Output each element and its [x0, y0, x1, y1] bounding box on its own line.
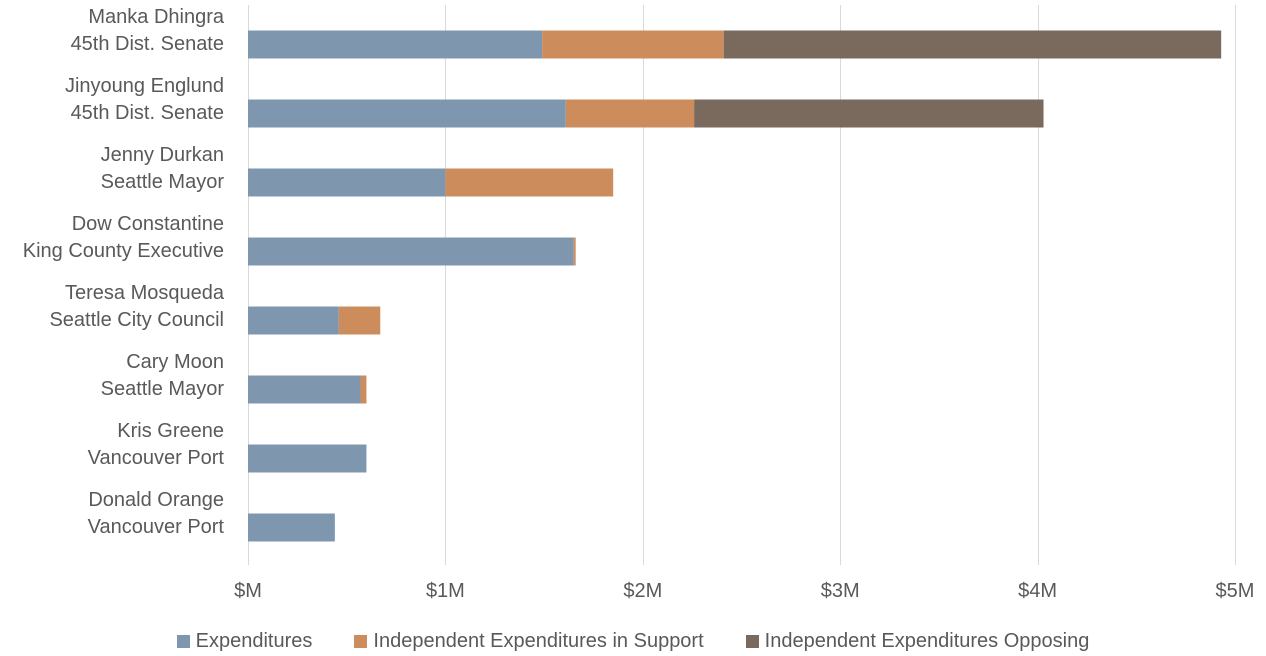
legend-swatch — [354, 634, 368, 648]
legend-label: Independent Expenditures Opposing — [764, 629, 1090, 652]
category-label: Cary Moon Seattle Mayor — [0, 349, 224, 403]
candidate-name: Jenny Durkan — [100, 144, 224, 166]
x-tick-label: $5M — [1216, 580, 1255, 602]
legend-label: Expenditures — [195, 629, 313, 652]
legend-item: Independent Expenditures in Support — [354, 629, 704, 653]
bar-segment-2 — [723, 30, 1222, 59]
candidate-office: Seattle Mayor — [100, 378, 224, 400]
candidate-name: Manka Dhingra — [88, 6, 224, 28]
bar-segment-0 — [248, 237, 574, 266]
bar-segment-1 — [360, 375, 367, 404]
bar-segment-0 — [248, 444, 367, 473]
bar-segment-0 — [248, 306, 339, 335]
legend-item: Independent Expenditures Opposing — [745, 629, 1090, 653]
candidate-office: Seattle Mayor — [100, 171, 224, 193]
category-label: Donald Orange Vancouver Port — [0, 487, 224, 541]
category-label: Dow Constantine King County Executive — [0, 211, 224, 265]
bar-segment-0 — [248, 99, 566, 128]
category-label: Kris Greene Vancouver Port — [0, 418, 224, 472]
candidate-office: Vancouver Port — [87, 516, 224, 538]
bars — [248, 30, 1222, 542]
bar-segment-1 — [565, 99, 695, 128]
bar-segment-0 — [248, 30, 543, 59]
category-label: Jenny Durkan Seattle Mayor — [0, 142, 224, 196]
x-tick-label: $3M — [821, 580, 860, 602]
candidate-office: Seattle City Council — [49, 309, 224, 331]
category-label: Teresa Mosqueda Seattle City Council — [0, 280, 224, 334]
x-tick-label: $2M — [623, 580, 662, 602]
candidate-name: Jinyoung Englund — [64, 75, 224, 97]
bar-segment-0 — [248, 513, 335, 542]
bar-segment-1 — [542, 30, 724, 59]
bar-segment-1 — [338, 306, 381, 335]
category-label: Manka Dhingra 45th Dist. Senate — [0, 4, 224, 58]
gridlines — [248, 5, 1236, 565]
legend: Expenditures Independent Expenditures in … — [0, 627, 1266, 655]
legend-label: Independent Expenditures in Support — [373, 629, 704, 652]
legend-swatch — [176, 634, 190, 648]
x-tick-label: $1M — [426, 580, 465, 602]
candidate-name: Kris Greene — [117, 420, 224, 442]
x-tick-label: $M — [234, 580, 262, 602]
candidate-office: Vancouver Port — [87, 447, 224, 469]
candidate-name: Teresa Mosqueda — [65, 282, 224, 304]
x-axis-ticks: $M $1M $2M $3M $4M $5M — [234, 580, 1254, 602]
candidate-name: Dow Constantine — [71, 213, 224, 235]
candidate-office: 45th Dist. Senate — [70, 33, 224, 55]
category-label: Jinyoung Englund 45th Dist. Senate — [0, 73, 224, 127]
candidate-office: King County Executive — [22, 240, 224, 262]
x-tick-label: $4M — [1018, 580, 1057, 602]
candidate-name: Donald Orange — [88, 489, 224, 511]
bar-segment-1 — [573, 237, 576, 266]
bar-segment-0 — [248, 375, 361, 404]
bar-segment-2 — [694, 99, 1044, 128]
bar-segment-1 — [445, 168, 614, 197]
candidate-name: Cary Moon — [126, 351, 224, 373]
legend-swatch — [745, 634, 759, 648]
legend-item: Expenditures — [176, 629, 313, 653]
candidate-office: 45th Dist. Senate — [70, 102, 224, 124]
bar-segment-0 — [248, 168, 446, 197]
